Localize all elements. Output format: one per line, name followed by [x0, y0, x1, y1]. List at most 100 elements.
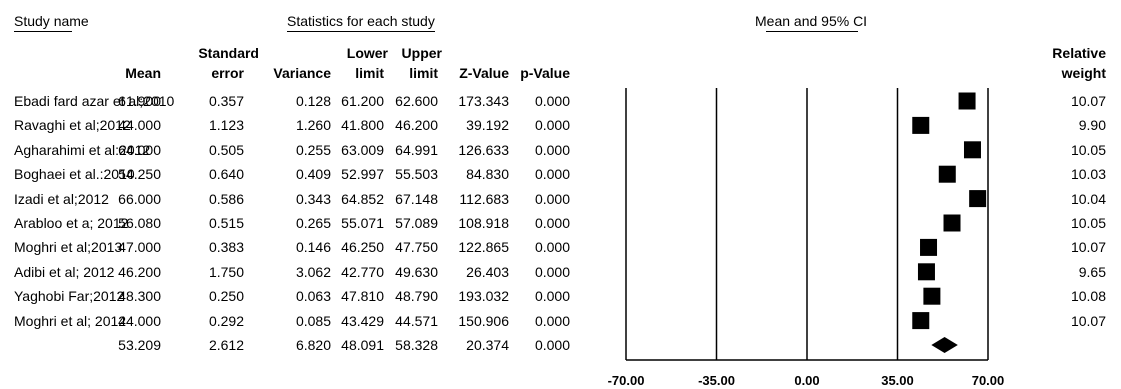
- p-value-cell: 0.000: [534, 239, 570, 256]
- z-value-cell: 39.192: [466, 117, 509, 134]
- study-point-square: [912, 116, 930, 134]
- study-name-cell: Arabloo et a; 2012: [14, 215, 129, 231]
- upper-limit-cell: 57.089: [395, 215, 438, 231]
- x-tick-label: 35.00: [881, 373, 914, 388]
- study-name-header: Study name: [14, 13, 89, 29]
- relative-weight-cell: 10.05: [1070, 141, 1106, 158]
- summary-lower-limit-cell: 48.091: [341, 337, 384, 353]
- z-value-cell: 126.633: [458, 141, 509, 158]
- summary-variance-cell: 6.820: [295, 337, 331, 353]
- study-point-square: [943, 214, 961, 232]
- variance-cell: 0.128: [295, 93, 331, 109]
- lower-limit-cell: 64.852: [341, 190, 384, 207]
- mean-cell: 61.900: [118, 93, 161, 109]
- study-point-square: [938, 165, 956, 183]
- upper-limit-cell: 64.991: [395, 141, 438, 158]
- study-name-cell: Moghri et al; 2012: [14, 312, 127, 329]
- mean-cell: 47.000: [118, 239, 161, 256]
- variance-cell: 0.063: [295, 288, 331, 305]
- z-value-cell: 84.830: [466, 166, 509, 183]
- upper-limit-cell: 67.148: [395, 190, 438, 207]
- p-value-cell: 0.000: [534, 166, 570, 183]
- weight-header-top: Relative: [1052, 45, 1106, 61]
- variance-cell: 0.409: [295, 166, 331, 183]
- variance-cell: 3.062: [295, 263, 331, 280]
- z-header: Z-Value: [459, 65, 509, 81]
- z-value-cell: 173.343: [458, 93, 509, 109]
- study-point-square: [912, 312, 930, 330]
- relative-weight-cell: 10.03: [1070, 166, 1106, 183]
- relative-weight-cell: 10.07: [1070, 93, 1106, 109]
- study-point-square: [917, 263, 935, 281]
- p-value-cell: 0.000: [534, 190, 570, 207]
- study-point-square: [963, 141, 981, 159]
- ci-group-underline: [766, 31, 858, 32]
- variance-cell: 0.085: [295, 312, 331, 329]
- lower-header-bottom: limit: [355, 65, 384, 81]
- upper-limit-cell: 62.600: [395, 93, 438, 109]
- p-value-cell: 0.000: [534, 141, 570, 158]
- summary-diamond: [931, 337, 958, 353]
- z-value-cell: 108.918: [458, 215, 509, 231]
- x-tick-label: 70.00: [972, 373, 1005, 388]
- se-cell: 0.357: [208, 93, 244, 109]
- p-header: p-Value: [520, 65, 570, 81]
- weight-header-bottom: weight: [1061, 65, 1106, 81]
- ci-group-header: Mean and 95% CI: [755, 13, 868, 29]
- study-name-cell: Izadi et al;2012: [14, 190, 109, 207]
- stats-group-header: Statistics for each study: [287, 13, 435, 29]
- relative-weight-cell: 9.65: [1078, 263, 1106, 280]
- z-value-cell: 26.403: [466, 263, 509, 280]
- mean-cell: 56.080: [118, 215, 161, 231]
- study-name-cell: Agharahimi et al:2012: [14, 141, 151, 158]
- upper-limit-cell: 48.790: [395, 288, 438, 305]
- mean-cell: 44.000: [118, 117, 161, 134]
- se-cell: 0.586: [208, 190, 244, 207]
- mean-cell: 46.200: [118, 263, 161, 280]
- lower-limit-cell: 63.009: [341, 141, 384, 158]
- se-cell: 0.250: [208, 288, 244, 305]
- z-value-cell: 112.683: [459, 190, 509, 207]
- upper-limit-cell: 44.571: [395, 312, 438, 329]
- upper-limit-cell: 49.630: [395, 263, 438, 280]
- study-name-cell: Yaghobi Far;2012: [14, 288, 125, 305]
- upper-header-bottom: limit: [409, 65, 438, 81]
- se-cell: 0.383: [208, 239, 244, 256]
- lower-limit-cell: 61.200: [341, 93, 384, 109]
- lower-header-top: Lower: [346, 45, 388, 61]
- study-point-square: [969, 190, 987, 208]
- p-value-cell: 0.000: [534, 93, 570, 109]
- relative-weight-cell: 10.08: [1070, 288, 1106, 305]
- upper-limit-cell: 55.503: [395, 166, 438, 183]
- summary-p-value-cell: 0.000: [534, 337, 570, 353]
- study-point-square: [958, 92, 976, 110]
- p-value-cell: 0.000: [534, 288, 570, 305]
- mean-cell: 64.000: [118, 141, 161, 158]
- variance-cell: 0.343: [295, 190, 331, 207]
- se-cell: 0.515: [208, 215, 244, 231]
- mean-cell: 66.000: [118, 190, 161, 207]
- summary-mean-cell: 53.209: [118, 337, 161, 353]
- se-cell: 1.123: [208, 117, 244, 134]
- summary-upper-limit-cell: 58.328: [395, 337, 438, 353]
- mean-cell: 48.300: [118, 288, 161, 305]
- relative-weight-cell: 9.90: [1078, 117, 1106, 134]
- relative-weight-cell: 10.07: [1070, 312, 1106, 329]
- lower-limit-cell: 41.800: [341, 117, 384, 134]
- study-name-cell: Ebadi fard azar et al;2010: [14, 93, 175, 109]
- study-name-cell: Moghri et al;2013: [14, 239, 123, 256]
- variance-header: Variance: [273, 65, 331, 81]
- relative-weight-cell: 10.05: [1070, 215, 1106, 231]
- p-value-cell: 0.000: [534, 263, 570, 280]
- se-cell: 0.505: [208, 141, 244, 158]
- se-cell: 0.292: [208, 312, 244, 329]
- study-name-cell: Adibi et al; 2012: [14, 263, 115, 280]
- se-cell: 0.640: [208, 166, 244, 183]
- variance-cell: 1.260: [295, 117, 331, 134]
- relative-weight-cell: 10.04: [1070, 190, 1106, 207]
- se-header-bottom: error: [211, 65, 244, 81]
- p-value-cell: 0.000: [534, 312, 570, 329]
- lower-limit-cell: 46.250: [341, 239, 384, 256]
- summary-se-cell: 2.612: [208, 337, 244, 353]
- variance-cell: 0.146: [295, 239, 331, 256]
